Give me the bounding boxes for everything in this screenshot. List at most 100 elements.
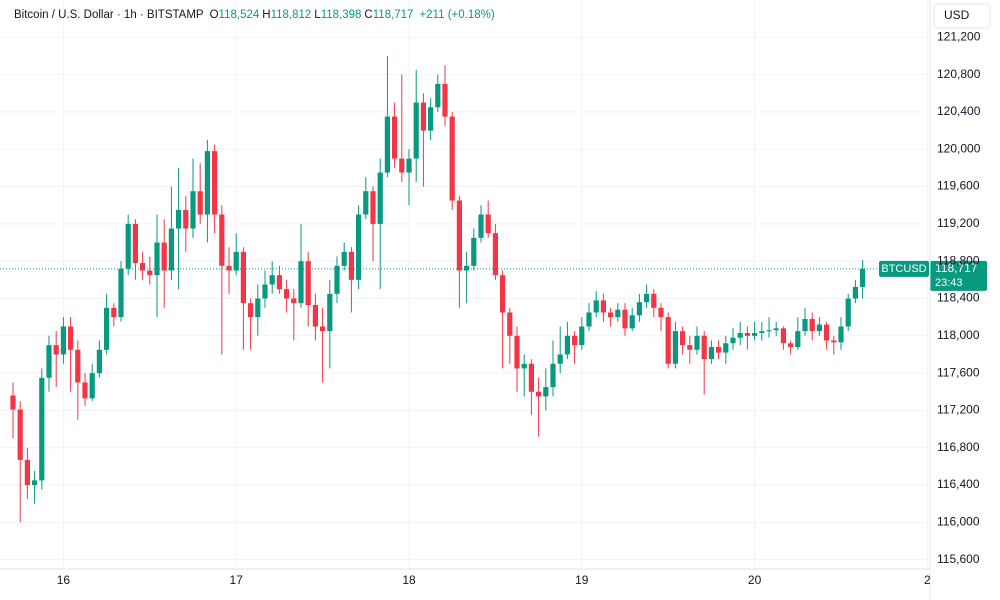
candle-body — [550, 363, 556, 388]
y-tick-label: 118,400 — [937, 291, 980, 305]
candle-body — [197, 191, 203, 215]
candle-body — [176, 209, 182, 229]
y-tick-label: 117,200 — [937, 403, 980, 417]
candle-body — [766, 330, 772, 332]
last-price-symbol: BTCUSD — [881, 263, 926, 275]
candle-body — [104, 307, 110, 350]
candle-body — [96, 349, 102, 374]
y-tick-label: 116,400 — [937, 477, 980, 491]
candle-body — [190, 191, 196, 229]
candle-body — [118, 268, 124, 318]
candle-body — [651, 293, 657, 308]
candle-body — [442, 83, 448, 117]
candle-body — [586, 312, 592, 327]
y-tick-label: 120,400 — [937, 104, 981, 118]
candle-body — [291, 298, 297, 304]
legend-value: 118,812 — [271, 9, 312, 21]
candle-body — [528, 363, 534, 392]
candle-body — [622, 309, 628, 329]
candle-body — [413, 102, 419, 159]
candle-body — [226, 265, 232, 271]
candle-body — [492, 233, 498, 276]
candle-body — [449, 116, 455, 201]
legend-header: Bitcoin / U.S. Dollar · 1h · BITSTAMP O11… — [14, 9, 495, 21]
legend-key: H — [262, 9, 270, 21]
candle-body — [860, 268, 866, 287]
candle-body — [485, 214, 491, 234]
candle-body — [75, 349, 81, 383]
candle-body — [824, 324, 830, 341]
candle-body — [816, 324, 822, 332]
currency-button[interactable] — [933, 3, 991, 29]
candle-body — [370, 191, 376, 224]
symbol-title: Bitcoin / U.S. Dollar · 1h · BITSTAMP — [14, 9, 204, 21]
y-tick-label: 116,000 — [937, 515, 980, 529]
candle-body — [204, 151, 210, 215]
candle-body — [147, 270, 153, 276]
candle-body — [802, 319, 808, 332]
legend-value: 118,524 — [219, 9, 260, 21]
candle-body — [500, 275, 506, 313]
currency[interactable]: USD — [944, 8, 970, 22]
candle-body — [255, 298, 261, 318]
y-tick-label: 118,000 — [937, 328, 980, 342]
candle-body — [161, 242, 167, 271]
candle-body — [795, 331, 801, 347]
y-tick-label: 115,600 — [937, 552, 980, 566]
candle-body — [701, 335, 707, 360]
last-price-value: 118,717 — [935, 261, 978, 275]
candle-body — [478, 214, 484, 238]
x-tick-label: 16 — [57, 573, 71, 587]
candle-body — [435, 83, 441, 108]
candle-body — [428, 107, 434, 131]
candle-body — [759, 331, 765, 334]
candle-body — [852, 286, 858, 299]
candle-body — [348, 251, 354, 280]
candle-body — [356, 214, 362, 280]
y-tick-label: 116,800 — [937, 440, 980, 454]
candle-body — [809, 319, 815, 332]
candle-body — [672, 331, 678, 364]
overlay: BTCUSD 118,717 23:43 — [0, 260, 987, 291]
candle-body — [406, 158, 412, 173]
candle-body — [240, 251, 246, 304]
candle-body — [521, 363, 527, 369]
candle-body — [284, 289, 290, 299]
candle-body — [615, 309, 621, 318]
candle-body — [341, 251, 347, 266]
candle-body — [82, 382, 88, 399]
candle-body — [53, 345, 59, 355]
candle-body — [276, 275, 282, 290]
x-tick-label: 2 — [924, 573, 931, 587]
x-tick-label: 18 — [402, 573, 416, 587]
countdown: 23:43 — [935, 277, 963, 289]
x-tick-label: 20 — [748, 573, 762, 587]
candle-body — [744, 333, 750, 336]
legend-value: 118,717 — [373, 9, 414, 21]
candle-body — [644, 293, 650, 303]
candle-body — [262, 284, 268, 299]
candle-body — [420, 102, 426, 131]
candle-body — [132, 223, 138, 264]
candle-body — [219, 214, 225, 266]
candle-body — [514, 335, 520, 369]
candle-body — [788, 343, 794, 347]
candle-body — [752, 333, 758, 336]
y-tick-label: 120,800 — [937, 67, 981, 81]
candle-body — [334, 265, 340, 294]
candle-body — [665, 317, 671, 364]
candle-body — [579, 326, 585, 346]
candle-body — [838, 326, 844, 343]
legend-key: C — [364, 9, 372, 21]
candle-body — [680, 331, 686, 346]
candle-body — [17, 409, 23, 460]
candle-body — [327, 293, 333, 332]
candle-body — [708, 346, 714, 360]
candle-body — [831, 340, 837, 343]
candle-body — [564, 335, 570, 355]
y-tick-label: 119,600 — [937, 179, 980, 193]
y-tick-label: 120,000 — [937, 141, 981, 155]
candle-body — [737, 333, 743, 338]
candle-body — [694, 335, 700, 350]
